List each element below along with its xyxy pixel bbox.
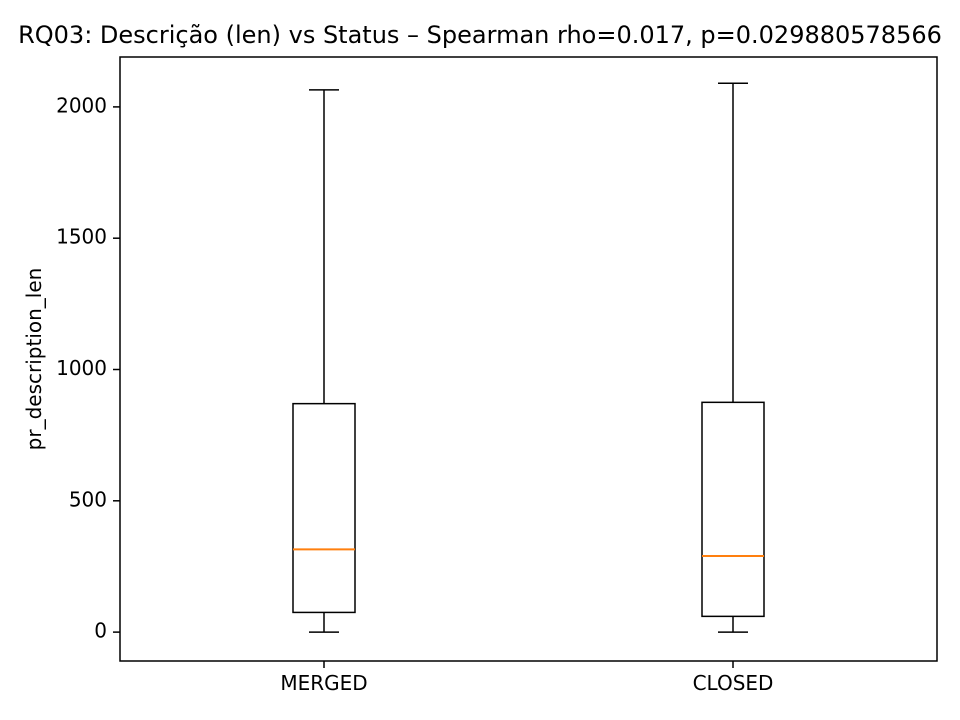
plot-frame [119,56,938,662]
y-tick-label-2000: 2000 [56,93,107,117]
box-merged [292,402,356,614]
y-tick-label-500: 500 [69,487,107,511]
chart-title: RQ03: Descrição (len) vs Status – Spearm… [18,21,942,49]
box-closed [701,401,765,618]
y-axis-label: pr_description_len [22,268,46,451]
y-tick-label-0: 0 [94,619,107,643]
y-tick-label-1000: 1000 [56,356,107,380]
plot-layer: 0 500 1000 1500 2000 MERGED CLOSED [56,56,938,695]
x-tick-label-closed: CLOSED [693,671,774,695]
x-tick-label-merged: MERGED [280,671,367,695]
y-tick-label-1500: 1500 [56,225,107,249]
